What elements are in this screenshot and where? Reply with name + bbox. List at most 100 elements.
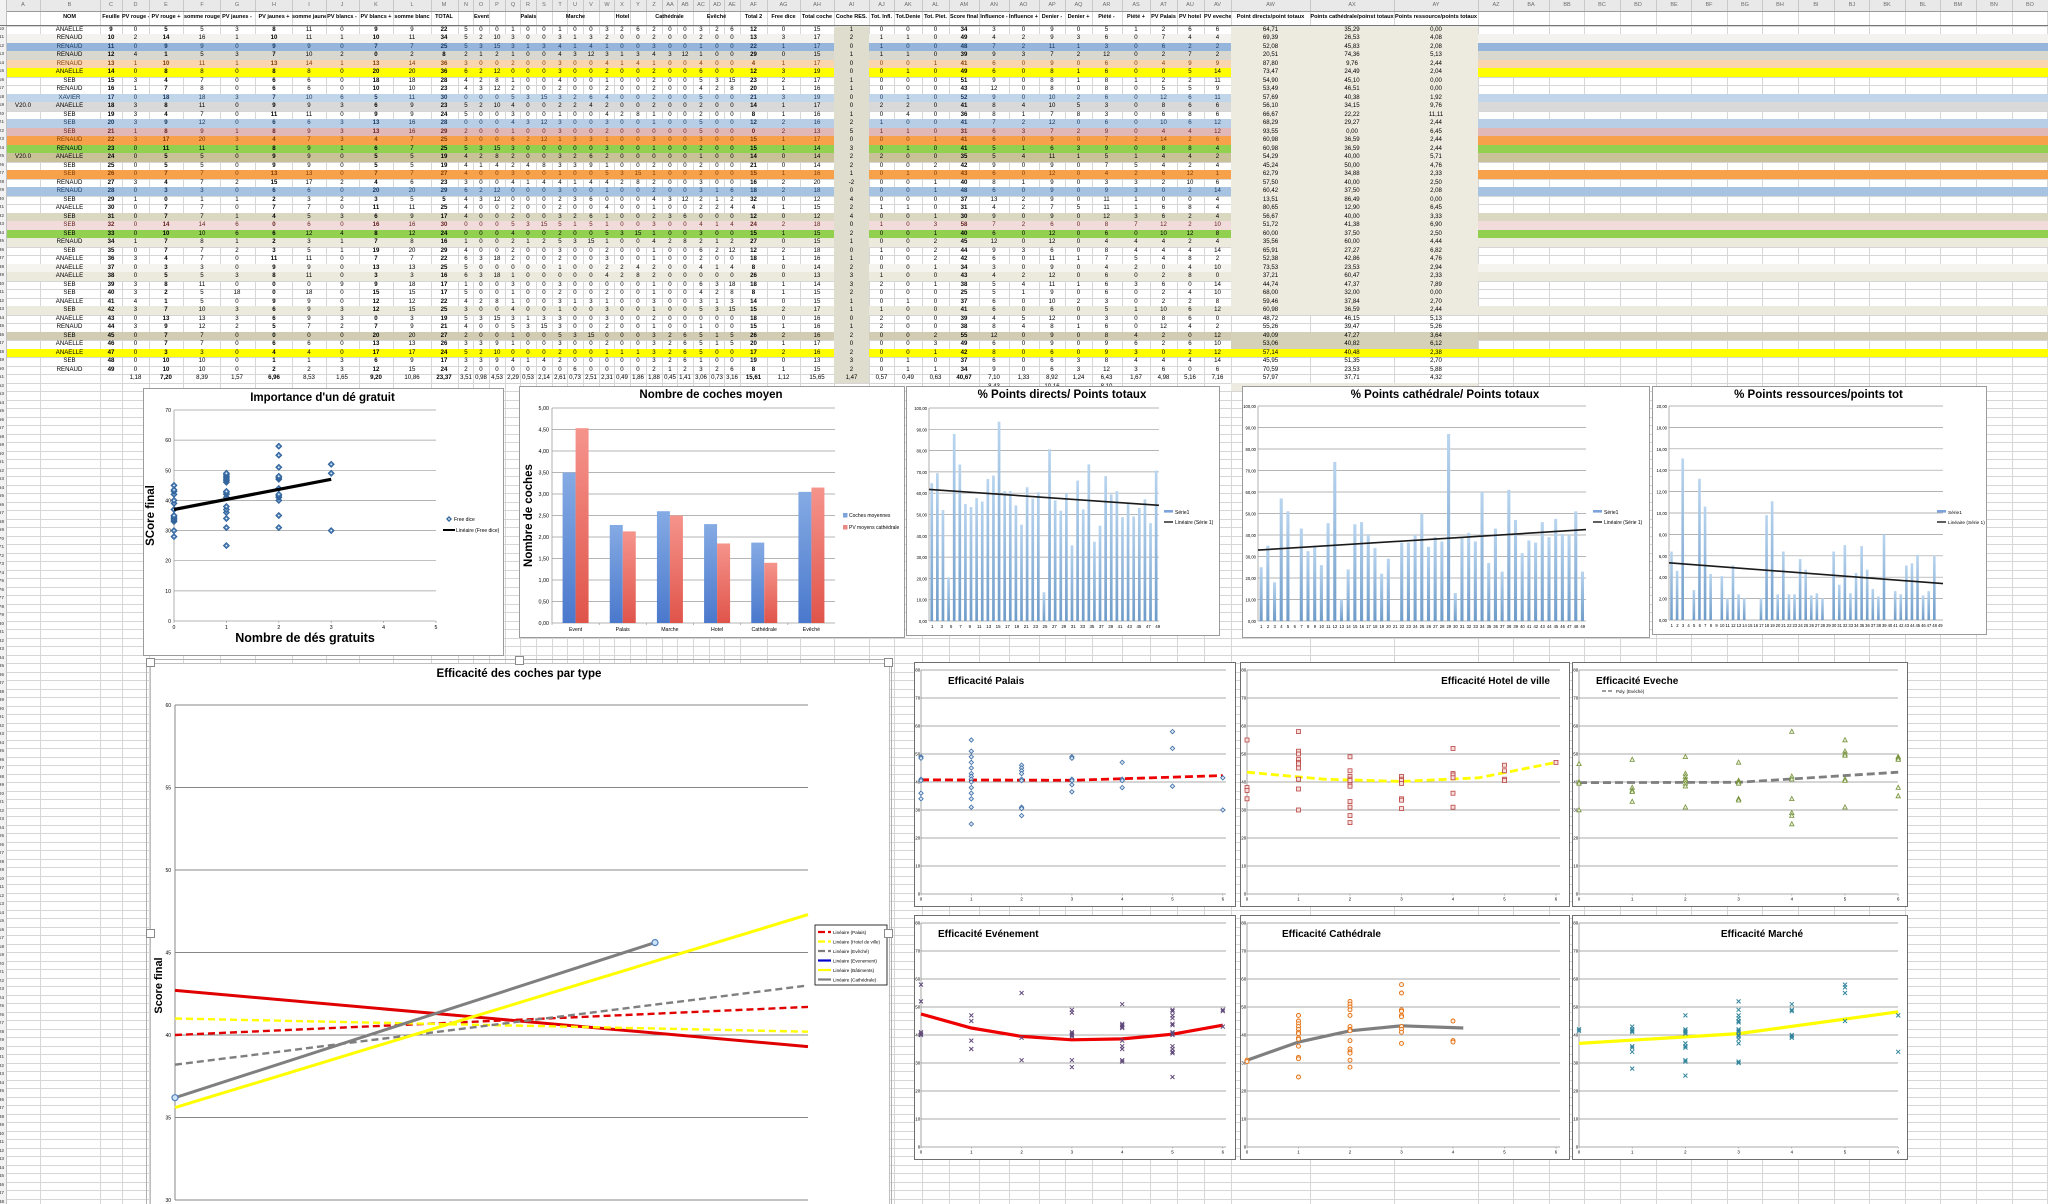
svg-text:50: 50 bbox=[1241, 752, 1247, 757]
svg-text:30: 30 bbox=[165, 1198, 171, 1204]
svg-text:27: 27 bbox=[1815, 623, 1820, 628]
svg-text:Event: Event bbox=[569, 627, 583, 633]
svg-text:4: 4 bbox=[1791, 1150, 1794, 1155]
svg-text:Nombre de coches moyen: Nombre de coches moyen bbox=[639, 389, 782, 401]
svg-text:2: 2 bbox=[1267, 624, 1270, 629]
svg-text:0: 0 bbox=[918, 892, 921, 897]
svg-text:11: 11 bbox=[977, 624, 982, 629]
svg-text:Série1: Série1 bbox=[1604, 510, 1619, 516]
svg-text:50: 50 bbox=[1573, 752, 1579, 757]
svg-text:0,00: 0,00 bbox=[539, 621, 550, 627]
svg-text:48: 48 bbox=[1574, 624, 1579, 629]
svg-text:10,00: 10,00 bbox=[1657, 511, 1668, 516]
svg-text:0: 0 bbox=[1576, 892, 1579, 897]
svg-text:45: 45 bbox=[1554, 624, 1559, 629]
svg-text:33: 33 bbox=[1848, 623, 1853, 628]
svg-text:21: 21 bbox=[1393, 624, 1398, 629]
svg-text:1: 1 bbox=[1297, 1150, 1300, 1155]
svg-text:8: 8 bbox=[1710, 623, 1713, 628]
svg-text:3: 3 bbox=[1400, 1150, 1403, 1155]
svg-text:5: 5 bbox=[1693, 623, 1696, 628]
svg-text:2,50: 2,50 bbox=[539, 514, 550, 520]
svg-text:0: 0 bbox=[920, 897, 923, 902]
svg-text:40: 40 bbox=[1573, 780, 1579, 785]
svg-text:Efficacité des coches par type: Efficacité des coches par type bbox=[437, 668, 602, 680]
svg-text:2: 2 bbox=[1020, 1150, 1023, 1155]
svg-text:13: 13 bbox=[1339, 624, 1344, 629]
svg-text:30: 30 bbox=[1573, 808, 1579, 813]
svg-text:1,50: 1,50 bbox=[539, 557, 550, 563]
svg-text:38: 38 bbox=[1876, 623, 1881, 628]
svg-text:4,50: 4,50 bbox=[539, 428, 550, 434]
svg-text:6: 6 bbox=[1222, 897, 1225, 902]
svg-text:48: 48 bbox=[1932, 623, 1937, 628]
svg-text:20: 20 bbox=[1573, 1089, 1579, 1094]
svg-text:Cathédrale: Cathédrale bbox=[752, 627, 777, 633]
svg-text:30,00: 30,00 bbox=[917, 555, 928, 560]
svg-text:4: 4 bbox=[1687, 623, 1690, 628]
svg-text:25: 25 bbox=[1043, 624, 1048, 629]
svg-text:45: 45 bbox=[165, 951, 171, 957]
svg-text:Linéaire (Série 1): Linéaire (Série 1) bbox=[1175, 520, 1214, 526]
svg-text:37: 37 bbox=[1871, 623, 1876, 628]
svg-text:40: 40 bbox=[1573, 1033, 1579, 1038]
svg-text:42: 42 bbox=[1899, 623, 1904, 628]
svg-text:10,00: 10,00 bbox=[917, 598, 928, 603]
svg-text:50: 50 bbox=[165, 468, 171, 474]
svg-text:46: 46 bbox=[1921, 623, 1926, 628]
svg-text:30,00: 30,00 bbox=[1246, 555, 1257, 560]
svg-text:1: 1 bbox=[931, 624, 934, 629]
svg-text:5: 5 bbox=[1844, 1150, 1847, 1155]
svg-text:6: 6 bbox=[1555, 1150, 1558, 1155]
svg-text:50: 50 bbox=[1573, 1005, 1579, 1010]
svg-text:23: 23 bbox=[1792, 623, 1797, 628]
svg-text:19: 19 bbox=[1014, 624, 1019, 629]
svg-text:21: 21 bbox=[1024, 624, 1029, 629]
svg-text:16: 16 bbox=[1359, 624, 1364, 629]
svg-text:20,00: 20,00 bbox=[1246, 576, 1257, 581]
svg-text:32: 32 bbox=[1467, 624, 1472, 629]
svg-text:3: 3 bbox=[1071, 897, 1074, 902]
svg-text:4: 4 bbox=[1452, 897, 1455, 902]
svg-text:4: 4 bbox=[1280, 624, 1283, 629]
svg-text:12,00: 12,00 bbox=[1657, 490, 1668, 495]
svg-text:30: 30 bbox=[1241, 808, 1247, 813]
svg-text:50,00: 50,00 bbox=[1246, 512, 1257, 517]
svg-text:Efficacité Evénement: Efficacité Evénement bbox=[938, 929, 1039, 940]
svg-text:60,00: 60,00 bbox=[1246, 490, 1257, 495]
svg-text:2: 2 bbox=[1349, 897, 1352, 902]
svg-text:0,00: 0,00 bbox=[919, 619, 928, 624]
svg-text:Nombre de coches: Nombre de coches bbox=[523, 464, 535, 567]
svg-text:40: 40 bbox=[915, 1033, 921, 1038]
svg-text:12: 12 bbox=[1333, 624, 1338, 629]
svg-text:Evêché: Evêché bbox=[803, 627, 820, 633]
svg-text:Marche: Marche bbox=[661, 627, 678, 633]
svg-text:Linéaire (Hotel de ville): Linéaire (Hotel de ville) bbox=[833, 939, 880, 944]
svg-text:4: 4 bbox=[1791, 897, 1794, 902]
svg-text:Efficacité Eveche: Efficacité Eveche bbox=[1596, 676, 1679, 687]
svg-text:9: 9 bbox=[1715, 623, 1718, 628]
svg-text:14: 14 bbox=[1742, 623, 1747, 628]
svg-text:Linéaire (Evenement): Linéaire (Evenement) bbox=[833, 958, 877, 963]
svg-text:Linéaire (Série 1): Linéaire (Série 1) bbox=[1604, 520, 1643, 526]
svg-text:14: 14 bbox=[1346, 624, 1351, 629]
svg-text:24: 24 bbox=[1413, 624, 1418, 629]
svg-text:Nombre de dés gratuits: Nombre de dés gratuits bbox=[235, 631, 375, 645]
svg-text:11: 11 bbox=[1326, 624, 1331, 629]
svg-text:2: 2 bbox=[1676, 623, 1679, 628]
svg-text:23: 23 bbox=[1406, 624, 1411, 629]
svg-text:1: 1 bbox=[970, 897, 973, 902]
svg-text:4: 4 bbox=[382, 625, 385, 631]
svg-text:3,00: 3,00 bbox=[539, 492, 550, 498]
svg-text:20: 20 bbox=[1241, 1089, 1247, 1094]
svg-text:Linéaire (Série 1): Linéaire (Série 1) bbox=[1948, 520, 1985, 526]
svg-text:10: 10 bbox=[915, 1117, 921, 1122]
svg-text:2: 2 bbox=[1349, 1150, 1352, 1155]
svg-text:10: 10 bbox=[1573, 1117, 1579, 1122]
svg-text:26: 26 bbox=[1426, 624, 1431, 629]
svg-text:17: 17 bbox=[1005, 624, 1010, 629]
svg-text:10: 10 bbox=[1720, 623, 1725, 628]
svg-text:17: 17 bbox=[1759, 623, 1764, 628]
svg-text:70: 70 bbox=[1573, 696, 1579, 701]
svg-text:50: 50 bbox=[1241, 1005, 1247, 1010]
